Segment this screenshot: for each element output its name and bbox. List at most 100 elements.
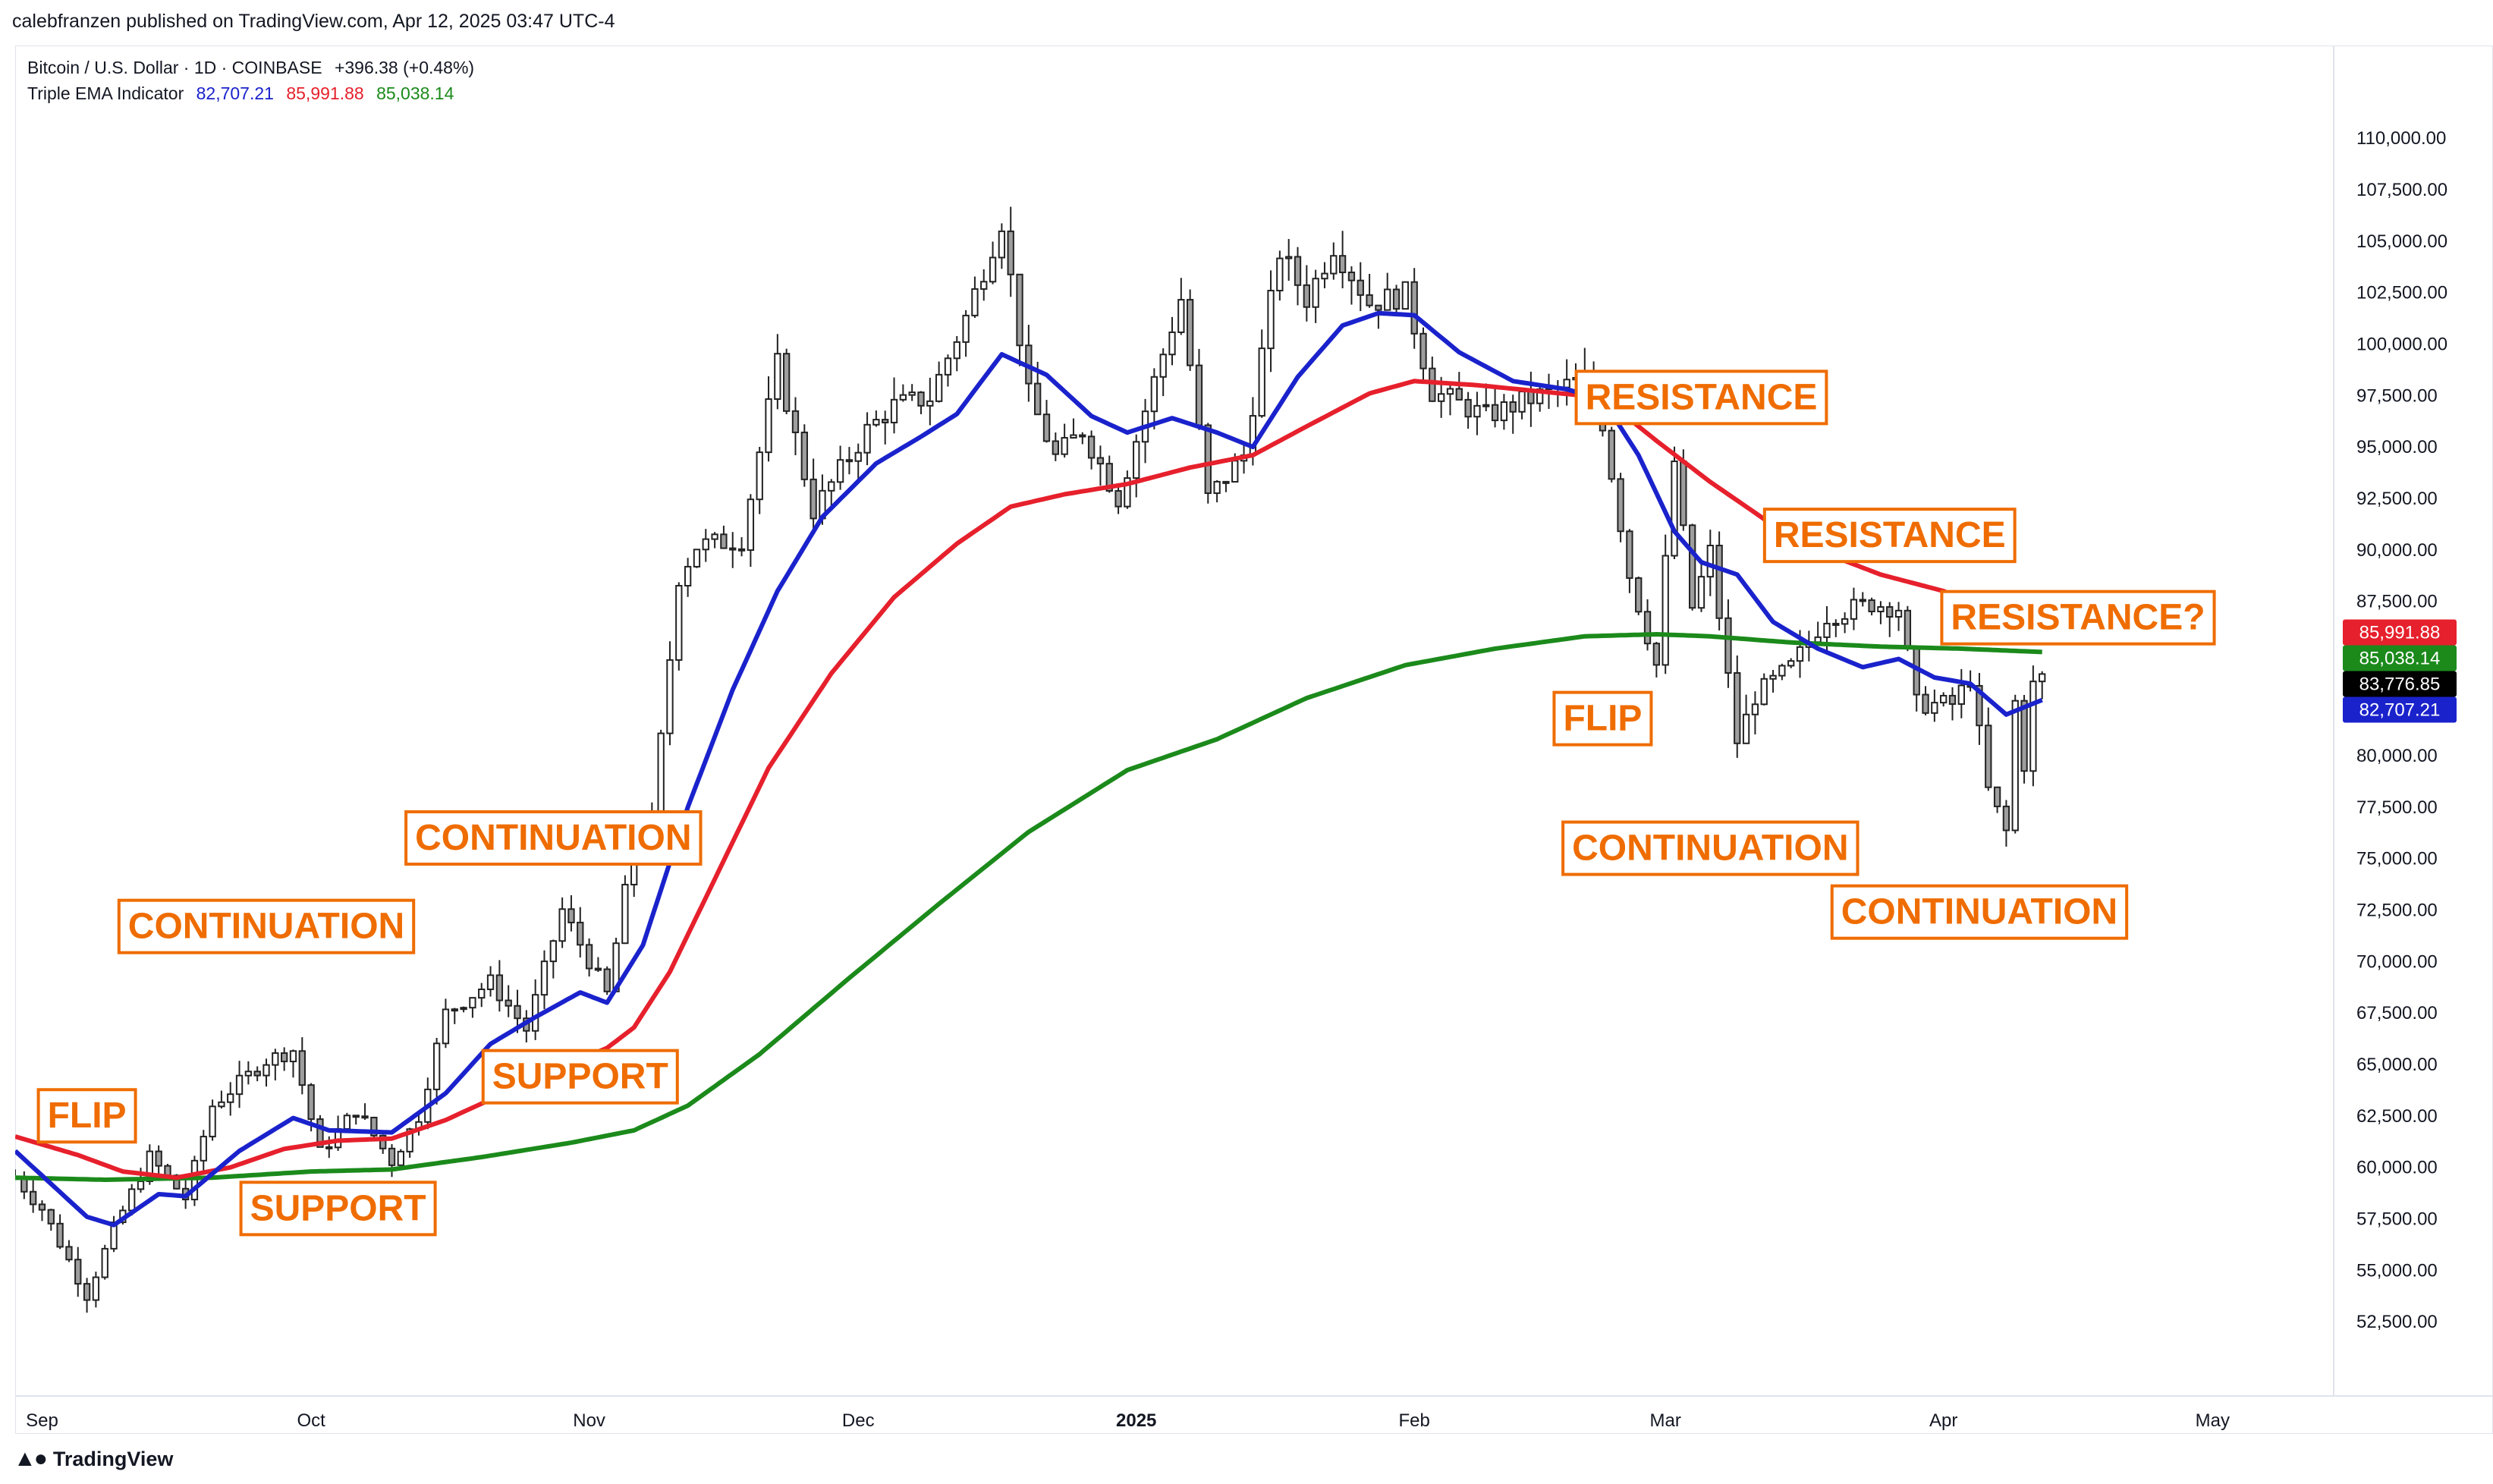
candle-body bbox=[289, 1050, 297, 1063]
candle-body bbox=[1850, 599, 1858, 620]
candle-body bbox=[1894, 609, 1903, 618]
annotation-box bbox=[481, 1049, 679, 1105]
candle-body bbox=[1823, 622, 1831, 638]
candle-body bbox=[953, 341, 960, 360]
candle-body bbox=[272, 1052, 279, 1066]
candle-body bbox=[1070, 434, 1077, 439]
candle-body bbox=[442, 1008, 450, 1045]
candle-body bbox=[810, 478, 817, 520]
candle-body bbox=[621, 883, 629, 945]
candle-body bbox=[1366, 294, 1373, 307]
candle-body bbox=[1661, 555, 1669, 666]
candle-body bbox=[1204, 424, 1212, 495]
y-tick-label: 60,000.00 bbox=[2356, 1158, 2438, 1178]
candle-body bbox=[729, 547, 737, 551]
candle-body bbox=[218, 1101, 225, 1108]
candle-body bbox=[1285, 256, 1293, 259]
candle-body bbox=[1518, 391, 1526, 413]
annotation-box bbox=[1830, 884, 2129, 940]
candle-body bbox=[316, 1118, 324, 1148]
tradingview-logo[interactable]: ▲● TradingView bbox=[14, 1446, 173, 1472]
price-tag-label: 83,776.85 bbox=[2359, 674, 2441, 694]
ema-fast-line bbox=[13, 310, 2043, 1228]
candle-body bbox=[397, 1150, 404, 1166]
y-tick-label: 80,000.00 bbox=[2356, 746, 2438, 766]
candle-body bbox=[227, 1093, 234, 1103]
candle-body bbox=[1796, 646, 1804, 662]
candle-body bbox=[1697, 576, 1705, 609]
chart-pane[interactable]: 110,000.00 107,500.00 105,000.00 102,500.00… bbox=[11, 45, 2493, 1435]
tradingview-logo-icon: ▲● bbox=[14, 1446, 48, 1471]
candle-body bbox=[594, 967, 602, 971]
candle-body bbox=[711, 533, 718, 540]
price-tag bbox=[2343, 696, 2457, 723]
candle-body bbox=[1231, 460, 1239, 483]
candle-body bbox=[1680, 461, 1687, 527]
candle-body bbox=[1159, 354, 1167, 378]
candle-body bbox=[155, 1150, 162, 1167]
candle-body bbox=[684, 565, 692, 587]
candle-body bbox=[1527, 391, 1535, 404]
y-tick-label: 77,500.00 bbox=[2356, 797, 2438, 818]
candle-body bbox=[1688, 524, 1696, 609]
candle-body bbox=[1168, 331, 1176, 356]
candle-body bbox=[29, 1190, 37, 1206]
candle-body bbox=[505, 999, 512, 1007]
annotation-box bbox=[1552, 690, 1653, 747]
x-tick-label: Feb bbox=[1399, 1410, 1430, 1431]
price-chart-svg[interactable]: 110,000.00 107,500.00 105,000.00 102,500.00… bbox=[11, 45, 2493, 1435]
candle-body bbox=[1832, 622, 1840, 626]
y-tick-label: 110,000.00 bbox=[2356, 128, 2446, 149]
candle-body bbox=[1635, 577, 1643, 613]
candle-body bbox=[1787, 660, 1795, 667]
candle-body bbox=[1904, 609, 1912, 649]
candle-body bbox=[1087, 435, 1096, 459]
candle-body bbox=[737, 548, 746, 552]
candle-body bbox=[1491, 404, 1499, 422]
candle-body bbox=[783, 353, 791, 412]
y-tick-label: 52,500.00 bbox=[2356, 1312, 2438, 1332]
candle-body bbox=[1419, 332, 1427, 369]
price-tag-label: 85,991.88 bbox=[2359, 622, 2441, 643]
candle-body bbox=[298, 1050, 306, 1086]
candle-body bbox=[603, 968, 611, 992]
x-tick-label: Mar bbox=[1650, 1410, 1681, 1431]
candle-body bbox=[657, 732, 665, 815]
candle-body bbox=[1841, 618, 1849, 625]
y-tick-label: 70,000.00 bbox=[2356, 951, 2438, 972]
candle-body bbox=[1769, 674, 1777, 680]
price-tag bbox=[2343, 619, 2457, 646]
candle-body bbox=[65, 1246, 73, 1261]
candle-body bbox=[1734, 672, 1741, 744]
price-tag-label: 82,707.21 bbox=[2359, 700, 2441, 720]
candle-body bbox=[388, 1147, 396, 1166]
candle-body bbox=[944, 357, 952, 376]
candle-body bbox=[209, 1105, 216, 1138]
candle-body bbox=[56, 1222, 64, 1248]
candle-body bbox=[1509, 401, 1517, 413]
candle-body bbox=[2029, 681, 2037, 772]
ema-mid-line bbox=[14, 379, 2043, 1181]
candle-body bbox=[863, 423, 871, 454]
candle-body bbox=[791, 410, 800, 433]
candle-body bbox=[926, 400, 934, 407]
candle-body bbox=[1643, 611, 1652, 645]
candle-body bbox=[200, 1136, 207, 1162]
candle-body bbox=[1760, 678, 1768, 706]
annotation-box bbox=[117, 898, 416, 954]
candle-body bbox=[92, 1276, 100, 1301]
y-tick-label: 87,500.00 bbox=[2356, 592, 2438, 612]
candle-body bbox=[1922, 693, 1929, 714]
candle-body bbox=[1375, 304, 1382, 311]
y-tick-label: 72,500.00 bbox=[2356, 901, 2438, 921]
candle-body bbox=[83, 1283, 91, 1301]
symbol-label[interactable]: Bitcoin / U.S. Dollar · 1D · COINBASE bbox=[27, 58, 322, 77]
candle-body bbox=[800, 431, 808, 480]
candle-body bbox=[1321, 272, 1328, 280]
candle-body bbox=[836, 459, 844, 483]
annotation-label: FLIP bbox=[1563, 699, 1642, 739]
candle-body bbox=[998, 230, 1006, 259]
candle-body bbox=[253, 1071, 261, 1077]
indicator-name[interactable]: Triple EMA Indicator bbox=[27, 83, 184, 103]
candle-body bbox=[702, 538, 709, 551]
